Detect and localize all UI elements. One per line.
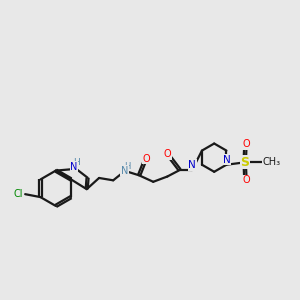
Text: O: O (143, 154, 151, 164)
Text: O: O (243, 140, 250, 149)
Text: N: N (188, 160, 196, 170)
Text: H: H (124, 162, 130, 171)
Text: H: H (73, 158, 80, 167)
Text: Cl: Cl (14, 189, 23, 199)
Text: N: N (70, 162, 77, 172)
Text: O: O (164, 149, 171, 159)
Text: S: S (240, 156, 249, 169)
Text: CH₃: CH₃ (262, 158, 280, 167)
Text: N: N (121, 166, 128, 176)
Text: O: O (243, 175, 250, 185)
Text: N: N (223, 155, 230, 165)
